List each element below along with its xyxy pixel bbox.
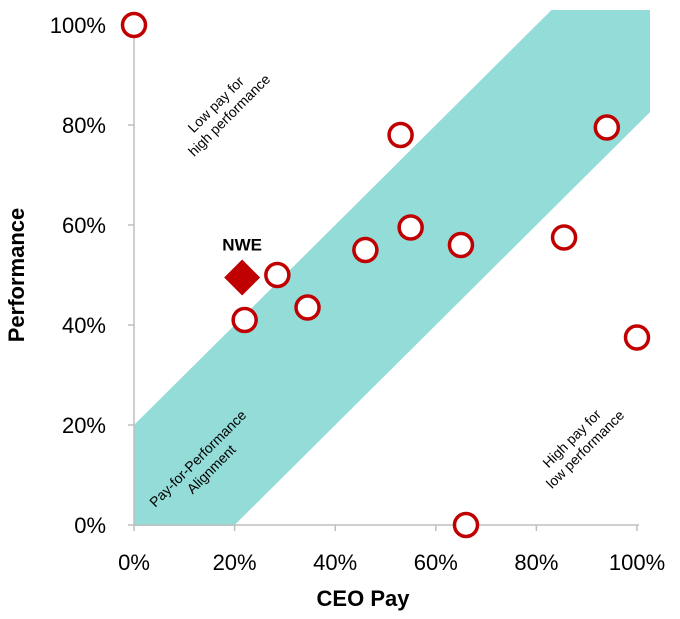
peer-point — [264, 261, 291, 289]
peer-point — [352, 236, 379, 264]
pay-for-performance-band — [134, 10, 650, 526]
peer-point — [397, 214, 424, 241]
x-axis-ticks: 0% 20% 40% 60% 80% 100% — [118, 525, 665, 575]
peer-point — [294, 294, 321, 321]
region-label-top-left: Low pay for high performance — [173, 59, 274, 160]
x-tick-label: 40% — [313, 550, 357, 575]
peer-point — [452, 511, 480, 539]
peer-point — [231, 306, 258, 334]
peer-point — [120, 11, 148, 39]
peer-point — [447, 231, 475, 259]
y-tick-label: 20% — [62, 413, 106, 438]
x-axis-title: CEO Pay — [317, 586, 411, 611]
x-tick-label: 0% — [118, 550, 150, 575]
company-label: NWE — [222, 236, 262, 255]
company-diamond-marker — [224, 259, 261, 296]
y-tick-label: 100% — [50, 13, 106, 38]
y-tick-label: 0% — [74, 513, 106, 538]
x-tick-label: 80% — [514, 550, 558, 575]
x-tick-label: 60% — [414, 550, 458, 575]
peer-point — [593, 114, 621, 141]
y-tick-label: 40% — [62, 313, 106, 338]
y-tick-label: 80% — [62, 113, 106, 138]
x-tick-label: 100% — [609, 550, 665, 575]
y-axis-title: Performance — [4, 208, 29, 343]
peer-points — [120, 11, 651, 539]
x-tick-label: 20% — [213, 550, 257, 575]
y-tick-label: 60% — [62, 213, 106, 238]
peer-point — [623, 324, 651, 351]
y-axis-ticks: 0% 20% 40% 60% 80% 100% — [50, 13, 134, 538]
peer-point — [550, 224, 578, 251]
region-label-bottom-right: High pay for low performance — [531, 395, 628, 492]
peer-point — [387, 121, 414, 149]
company-point-group: NWE — [222, 236, 262, 296]
